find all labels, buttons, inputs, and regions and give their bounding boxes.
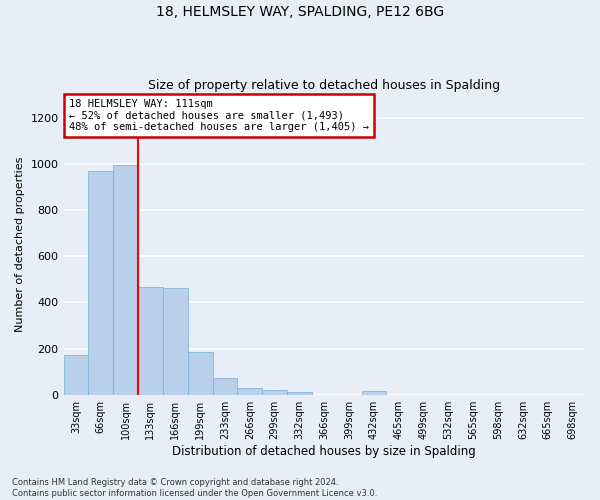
Bar [113, 165, 138, 394]
Text: Contains HM Land Registry data © Crown copyright and database right 2024.
Contai: Contains HM Land Registry data © Crown c… [12, 478, 377, 498]
Bar [262, 390, 287, 394]
Bar [163, 288, 188, 395]
Text: 18 HELMSLEY WAY: 111sqm
← 52% of detached houses are smaller (1,493)
48% of semi: 18 HELMSLEY WAY: 111sqm ← 52% of detache… [69, 99, 369, 132]
X-axis label: Distribution of detached houses by size in Spalding: Distribution of detached houses by size … [172, 444, 476, 458]
Bar [238, 388, 262, 394]
Bar [188, 352, 212, 395]
Bar [64, 356, 88, 395]
Bar [362, 392, 386, 394]
Bar [287, 392, 312, 394]
Bar [138, 286, 163, 395]
Bar [88, 171, 113, 394]
Title: Size of property relative to detached houses in Spalding: Size of property relative to detached ho… [148, 79, 500, 92]
Bar [212, 378, 238, 394]
Y-axis label: Number of detached properties: Number of detached properties [15, 157, 25, 332]
Text: 18, HELMSLEY WAY, SPALDING, PE12 6BG: 18, HELMSLEY WAY, SPALDING, PE12 6BG [156, 5, 444, 19]
